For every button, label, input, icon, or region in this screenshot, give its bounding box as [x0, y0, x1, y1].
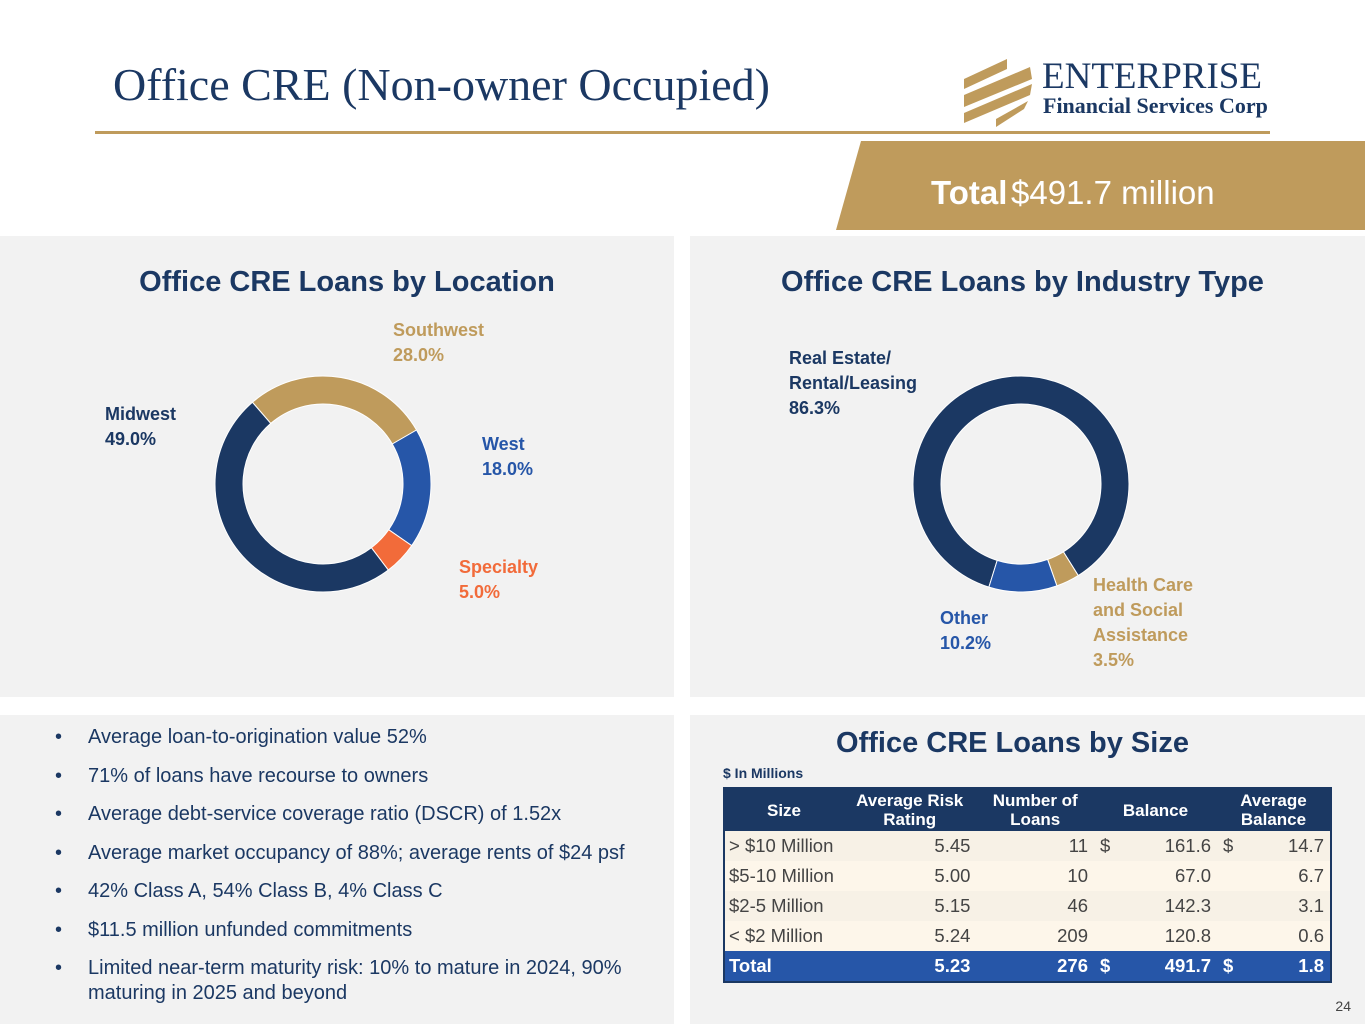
location-chart-title: Office CRE Loans by Location — [139, 266, 555, 298]
slice-midwest — [214, 401, 389, 593]
total-banner: Total $491.7 million — [836, 141, 1365, 230]
table-cell: 142.3 — [1094, 891, 1217, 921]
cell-value: 120.8 — [1164, 925, 1211, 946]
industry-chart-title: Office CRE Loans by Industry Type — [781, 266, 1264, 298]
logo-line2: Financial Services Corp — [1043, 93, 1268, 118]
table-cell: $1.8 — [1217, 951, 1331, 982]
label-southwest: Southwest 28.0% — [393, 320, 485, 365]
label-west: West 18.0% — [482, 434, 534, 479]
slice-real-estate-rental-leasing — [912, 375, 1130, 588]
table-cell: 5.24 — [843, 921, 977, 951]
bullet-item: Average loan-to-origination value 52% — [55, 725, 655, 750]
table-cell: 0.6 — [1217, 921, 1331, 951]
currency-symbol: $ — [1223, 955, 1234, 976]
cell-value: 491.7 — [1164, 955, 1211, 976]
cell-value: 1.8 — [1298, 955, 1324, 976]
col-header: Number of Loans — [976, 788, 1094, 831]
table-cell: 67.0 — [1094, 861, 1217, 891]
cell-value: 14.7 — [1287, 835, 1324, 856]
page-number: 24 — [1335, 998, 1351, 1014]
company-logo: ENTERPRISE Financial Services Corp — [962, 55, 1272, 127]
cell-value: 6.7 — [1298, 865, 1324, 886]
title-rule — [95, 131, 1270, 134]
table-row: $2-5 Million 5.15 46 142.3 3.1 — [724, 891, 1331, 921]
table-cell: 120.8 — [1094, 921, 1217, 951]
table-cell: 5.00 — [843, 861, 977, 891]
bullet-item: Average market occupancy of 88%; average… — [55, 841, 655, 866]
industry-panel: Office CRE Loans by Industry Type Real E… — [690, 236, 1365, 697]
key-facts-list: Average loan-to-origination value 52% 71… — [55, 725, 655, 1020]
slice-other — [988, 558, 1058, 593]
cell-value: 142.3 — [1164, 895, 1211, 916]
label-midwest: Midwest 49.0% — [105, 404, 177, 449]
table-cell: 10 — [976, 861, 1094, 891]
location-panel: Office CRE Loans by Location Southwest 28… — [0, 236, 674, 697]
bullet-item: 71% of loans have recourse to owners — [55, 764, 655, 789]
location-donut — [214, 375, 432, 593]
bullet-item: 42% Class A, 54% Class B, 4% Class C — [55, 879, 655, 904]
table-cell: $5-10 Million — [724, 861, 843, 891]
label-other: Other 10.2% — [940, 608, 992, 653]
cell-value: 67.0 — [1174, 865, 1211, 886]
size-table-title: Office CRE Loans by Size — [836, 727, 1189, 759]
size-table: Size Average Risk Rating Number of Loans… — [723, 787, 1332, 983]
logo-line1: ENTERPRISE — [1042, 56, 1262, 97]
slice-southwest — [251, 375, 418, 445]
table-cell: > $10 Million — [724, 831, 843, 861]
cell-value: 0.6 — [1298, 925, 1324, 946]
bullet-item: $11.5 million unfunded commitments — [55, 918, 655, 943]
table-cell: 3.1 — [1217, 891, 1331, 921]
col-header: Balance — [1094, 788, 1217, 831]
table-cell: 5.45 — [843, 831, 977, 861]
table-cell: 5.15 — [843, 891, 977, 921]
currency-symbol: $ — [1100, 955, 1111, 976]
table-row: > $10 Million 5.45 11 $161.6 $14.7 — [724, 831, 1331, 861]
table-cell: 11 — [976, 831, 1094, 861]
cell-value: 3.1 — [1298, 895, 1324, 916]
bullet-item: Average debt-service coverage ratio (DSC… — [55, 802, 655, 827]
col-header: Average Balance — [1217, 788, 1331, 831]
table-row: < $2 Million 5.24 209 120.8 0.6 — [724, 921, 1331, 951]
table-cell: 276 — [976, 951, 1094, 982]
total-value: $491.7 million — [1011, 174, 1215, 211]
table-cell: < $2 Million — [724, 921, 843, 951]
industry-donut — [912, 375, 1130, 593]
table-cell: 46 — [976, 891, 1094, 921]
col-header: Average Risk Rating — [843, 788, 977, 831]
unit-note: $ In Millions — [723, 765, 804, 781]
table-cell: 5.23 — [843, 951, 977, 982]
table-cell: $14.7 — [1217, 831, 1331, 861]
page-title: Office CRE (Non-owner Occupied) — [113, 59, 770, 110]
currency-symbol: $ — [1223, 835, 1234, 856]
label-health-care: Health Care and Social Assistance 3.5% — [1093, 575, 1194, 670]
table-cell: $2-5 Million — [724, 891, 843, 921]
slice-west — [387, 429, 432, 547]
bullet-item: Limited near-term maturity risk: 10% to … — [55, 956, 648, 1006]
logo-stripes-icon — [964, 59, 1032, 127]
table-cell: 209 — [976, 921, 1094, 951]
cell-value: 161.6 — [1164, 835, 1211, 856]
label-specialty: Specialty 5.0% — [459, 557, 539, 602]
table-cell: 6.7 — [1217, 861, 1331, 891]
table-cell: $161.6 — [1094, 831, 1217, 861]
table-cell: $491.7 — [1094, 951, 1217, 982]
col-header: Size — [724, 788, 843, 831]
total-label: Total — [931, 174, 1008, 211]
currency-symbol: $ — [1100, 835, 1111, 856]
label-real-estate: Real Estate/ Rental/Leasing 86.3% — [789, 348, 918, 418]
total-row: Total 5.23 276 $491.7 $1.8 — [724, 951, 1331, 982]
table-row: $5-10 Million 5.00 10 67.0 6.7 — [724, 861, 1331, 891]
table-cell: Total — [724, 951, 843, 982]
